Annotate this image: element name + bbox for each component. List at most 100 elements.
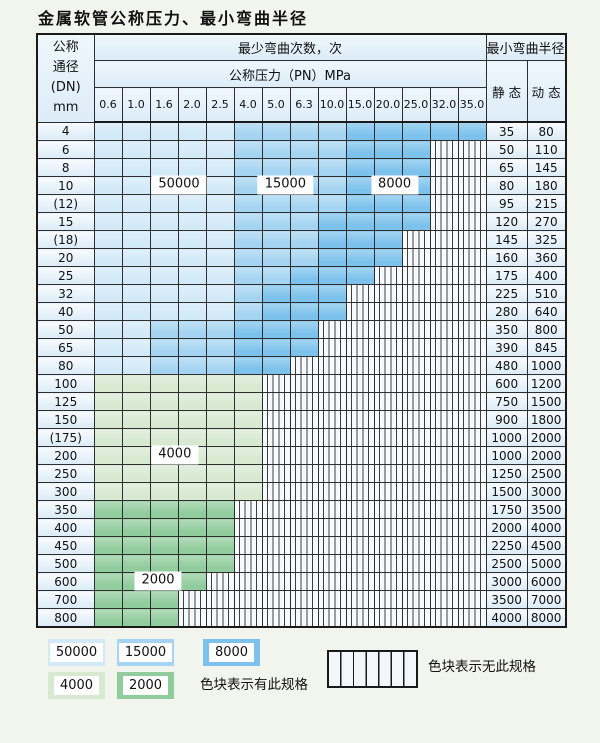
radius-dynamic-cell: 3000 (526, 482, 567, 501)
no-spec-cell (289, 428, 319, 447)
cycle-cell-50000 (205, 140, 235, 159)
table-row-dn-250: 250 1250 2500 (36, 464, 567, 483)
radius-static-cell: 4000 (485, 608, 528, 628)
no-spec-cell (317, 410, 347, 429)
cycle-cell-2000 (121, 518, 151, 537)
cycle-cell-8000 (317, 212, 347, 231)
radius-static-cell: 225 (485, 284, 528, 303)
cycle-cell-2000 (205, 500, 235, 519)
no-spec-cell (429, 446, 459, 465)
no-spec-cell (233, 572, 263, 591)
dn-header-cell: 公称 通径 (DN) mm (36, 33, 95, 123)
table-row-dn-500: 500 2500 5000 (36, 554, 567, 573)
radius-dynamic-cell: 3500 (526, 500, 567, 519)
no-spec-cell (429, 302, 459, 321)
table-row-dn-4: 4 35 80 (36, 121, 567, 141)
no-spec-cell (373, 518, 403, 537)
no-spec-cell (457, 356, 487, 375)
radius-dynamic-cell: 640 (526, 302, 567, 321)
table-row-dn-300: 300 1500 3000 (36, 482, 567, 501)
dn-cell: 700 (36, 590, 95, 609)
pressure-header-15.0: 15.0 (345, 87, 375, 123)
cycle-cell-8000 (317, 248, 347, 267)
cycle-cell-4000 (233, 482, 263, 501)
cycle-cell-50000 (121, 230, 151, 249)
cycle-cell-50000 (149, 212, 179, 231)
page-title: 金属软管公称压力、最小弯曲半径 (38, 9, 309, 28)
no-spec-cell (457, 392, 487, 411)
cycle-cell-2000 (149, 518, 179, 537)
cycle-cell-8000 (345, 121, 375, 141)
no-spec-cell (429, 464, 459, 483)
cycle-cell-4000 (205, 374, 235, 393)
no-spec-cell (401, 428, 431, 447)
no-spec-cell (261, 428, 291, 447)
table-row-dn-100: 100 600 1200 (36, 374, 567, 393)
no-spec-cell (205, 608, 235, 628)
cycle-cell-15000 (205, 356, 235, 375)
no-spec-cell (429, 428, 459, 447)
no-spec-cell (429, 590, 459, 609)
no-spec-cell (401, 572, 431, 591)
no-spec-cell (289, 572, 319, 591)
radius-dynamic-cell: 1500 (526, 392, 567, 411)
radius-static-cell: 1000 (485, 446, 528, 465)
cycle-cell-50000 (121, 320, 151, 339)
pressure-header-5.0: 5.0 (261, 87, 291, 123)
cycle-cell-15000 (261, 140, 291, 159)
no-spec-cell (345, 554, 375, 573)
no-spec-cell (289, 554, 319, 573)
radius-dynamic-cell: 4500 (526, 536, 567, 555)
dn-cell: 400 (36, 518, 95, 537)
table-row-dn-20: 20 160 360 (36, 248, 567, 267)
table-row-dn-65: 65 390 845 (36, 338, 567, 357)
cycle-cell-15000 (149, 320, 179, 339)
pressure-header: 公称压力（PN）MPa (93, 60, 487, 88)
no-spec-cell (457, 230, 487, 249)
no-spec-cell (289, 536, 319, 555)
cycle-cell-50000 (93, 248, 123, 267)
cycle-cell-50000 (121, 194, 151, 213)
cycle-cell-8000 (345, 266, 375, 285)
cycle-cell-4000 (177, 410, 207, 429)
no-spec-cell (429, 374, 459, 393)
radius-static-cell: 95 (485, 194, 528, 213)
cycle-cell-8000 (345, 158, 375, 177)
no-spec-cell (373, 572, 403, 591)
no-spec-cell (457, 302, 487, 321)
header-row-1: 公称 通径 (DN) mm 最少弯曲次数，次 最小弯曲半径 (36, 33, 567, 123)
cycle-cell-8000 (373, 194, 403, 213)
no-spec-cell (373, 608, 403, 628)
legend-has-spec-label: 色块表示有此规格 (200, 677, 308, 693)
cycle-cell-2000 (93, 590, 123, 609)
no-spec-cell (401, 518, 431, 537)
cycle-cell-4000 (121, 464, 151, 483)
no-spec-cell (373, 410, 403, 429)
cycle-cell-2000 (121, 500, 151, 519)
no-spec-cell (429, 482, 459, 501)
cycle-cell-2000 (205, 554, 235, 573)
radius-static-cell: 1500 (485, 482, 528, 501)
cycle-cell-4000 (93, 446, 123, 465)
cycle-cell-15000 (261, 230, 291, 249)
table-row-dn-15: 15 120 270 (36, 212, 567, 231)
no-spec-cell (401, 554, 431, 573)
cycle-cell-15000 (233, 230, 263, 249)
cycle-cell-50000 (177, 302, 207, 321)
cycle-cell-50000 (177, 158, 207, 177)
no-spec-cell (401, 284, 431, 303)
cycle-cell-4000 (177, 464, 207, 483)
no-spec-cell (457, 572, 487, 591)
cycle-cell-4000 (121, 482, 151, 501)
pressure-header-32.0: 32.0 (429, 87, 459, 123)
cycle-cell-50000 (149, 194, 179, 213)
header-row-pressure-values: 0.6 1.0 1.6 2.0 2.5 4.0 5.0 6.3 10.0 15.0 20.0 25.0… (37, 87, 566, 123)
cycle-cell-4000 (93, 428, 123, 447)
cycle-cell-50000 (205, 266, 235, 285)
no-spec-cell (373, 266, 403, 285)
cycle-cell-4000 (233, 446, 263, 465)
cycle-cell-4000 (121, 410, 151, 429)
radius-dynamic-cell: 5000 (526, 554, 567, 573)
no-spec-cell (457, 536, 487, 555)
cycle-cell-2000 (121, 590, 151, 609)
